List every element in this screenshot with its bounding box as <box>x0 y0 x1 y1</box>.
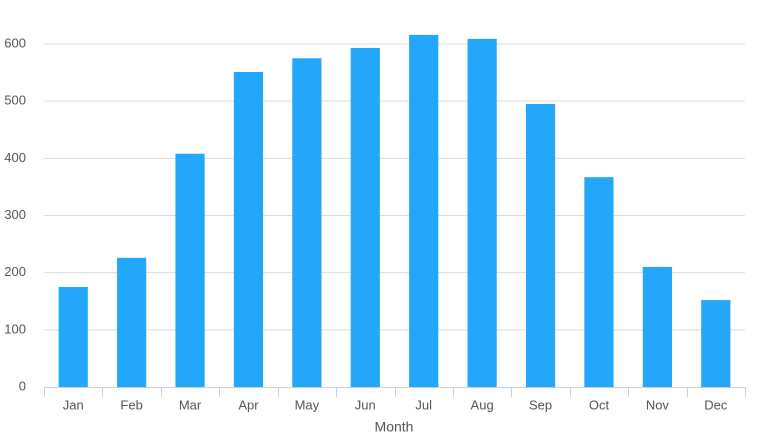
bar <box>701 300 731 387</box>
x-tick-label: Feb <box>120 397 142 412</box>
x-tick-label: May <box>295 397 320 412</box>
bar <box>525 104 556 388</box>
x-tick-label: Aug <box>471 397 494 412</box>
x-tick-label: Jul <box>415 397 432 412</box>
y-tick-label: 200 <box>4 264 26 279</box>
bar <box>642 266 672 387</box>
bar <box>584 177 614 387</box>
x-axis-title: Month <box>375 419 414 435</box>
x-tick-label: Apr <box>238 397 259 412</box>
bar <box>175 153 205 387</box>
x-tick-label: Mar <box>179 397 202 412</box>
x-tick-label: Sep <box>529 397 552 412</box>
bar <box>467 38 497 387</box>
y-tick-label: 500 <box>4 93 26 108</box>
bar <box>350 48 380 387</box>
y-tick-label: 100 <box>4 321 26 336</box>
y-tick-label: 400 <box>4 150 26 165</box>
y-tick-label: 0 <box>19 378 26 393</box>
bar <box>58 286 88 387</box>
x-tick-label: Jun <box>355 397 376 412</box>
x-tick-label: Nov <box>646 397 670 412</box>
x-tick-label: Dec <box>704 397 728 412</box>
y-tick-label: 600 <box>4 35 26 50</box>
bar <box>117 257 147 387</box>
bar <box>233 72 264 388</box>
y-tick-label: 300 <box>4 207 26 222</box>
bar <box>292 58 322 388</box>
x-tick-label: Oct <box>589 397 610 412</box>
x-tick-label: Jan <box>63 397 84 412</box>
bar <box>409 34 439 387</box>
